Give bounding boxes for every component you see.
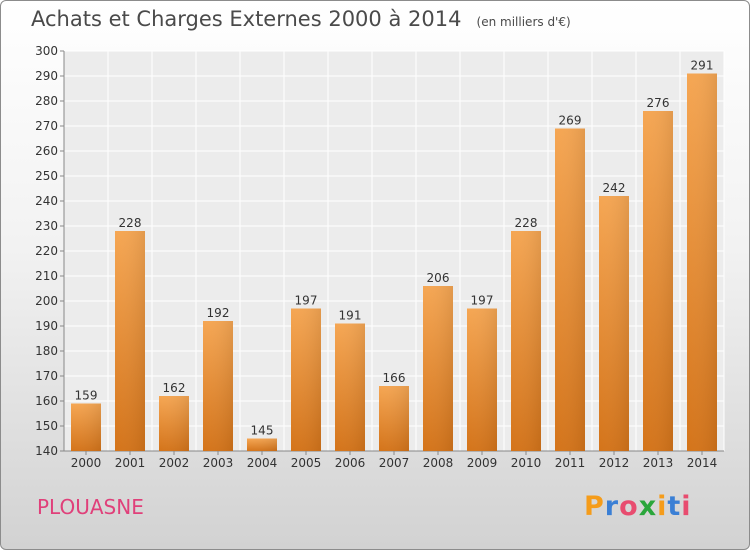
bar-value-label: 191 bbox=[339, 309, 362, 323]
x-tick-label: 2008 bbox=[423, 456, 454, 470]
y-tick-label: 240 bbox=[35, 194, 58, 208]
bar-shade bbox=[159, 396, 189, 451]
x-tick-label: 2002 bbox=[159, 456, 190, 470]
bar-shade bbox=[335, 323, 365, 451]
y-tick-label: 190 bbox=[35, 319, 58, 333]
y-tick-label: 140 bbox=[35, 444, 58, 458]
y-tick-label: 230 bbox=[35, 219, 58, 233]
logo-letter: t bbox=[667, 491, 682, 522]
x-tick-label: 2010 bbox=[511, 456, 542, 470]
bar-value-label: 166 bbox=[383, 371, 406, 385]
y-tick-label: 220 bbox=[35, 244, 58, 258]
y-tick-label: 280 bbox=[35, 94, 58, 108]
bars-layer bbox=[71, 73, 717, 451]
labels-layer: 140 150 160 170 180 190 200 210 220 230 240 250 260 2… bbox=[35, 44, 717, 470]
logo-letter: o bbox=[619, 491, 639, 522]
bar-value-label: 206 bbox=[427, 271, 450, 285]
bar-shade bbox=[687, 73, 717, 451]
bar-value-label: 145 bbox=[251, 424, 274, 438]
y-tick-label: 180 bbox=[35, 344, 58, 358]
y-tick-label: 150 bbox=[35, 419, 58, 433]
y-tick-label: 270 bbox=[35, 119, 58, 133]
y-tick-label: 250 bbox=[35, 169, 58, 183]
bar-value-label: 276 bbox=[647, 96, 670, 110]
bar-value-label: 162 bbox=[163, 381, 186, 395]
y-tick-label: 170 bbox=[35, 369, 58, 383]
bar-value-label: 159 bbox=[75, 389, 98, 403]
chart-title: Achats et Charges Externes 2000 à 2014 bbox=[31, 7, 462, 31]
bar-value-label: 197 bbox=[471, 294, 494, 308]
bar-value-label: 291 bbox=[691, 59, 714, 73]
commune-name: PLOUASNE bbox=[37, 495, 144, 519]
y-tick-label: 260 bbox=[35, 144, 58, 158]
y-tick-label: 210 bbox=[35, 269, 58, 283]
bar-shade bbox=[423, 286, 453, 451]
bar-shade bbox=[467, 308, 497, 451]
x-tick-label: 2005 bbox=[291, 456, 322, 470]
title-row: Achats et Charges Externes 2000 à 2014 (… bbox=[31, 7, 571, 31]
bar-shade bbox=[291, 308, 321, 451]
bar-value-label: 242 bbox=[603, 181, 626, 195]
x-tick-label: 2013 bbox=[643, 456, 674, 470]
x-tick-label: 2012 bbox=[599, 456, 630, 470]
x-tick-label: 2004 bbox=[247, 456, 278, 470]
x-tick-label: 2009 bbox=[467, 456, 498, 470]
bar-shade bbox=[555, 128, 585, 451]
y-tick-label: 300 bbox=[35, 44, 58, 58]
x-tick-label: 2001 bbox=[115, 456, 146, 470]
bar-shade bbox=[203, 321, 233, 451]
bar-value-label: 228 bbox=[515, 216, 538, 230]
x-tick-label: 2014 bbox=[687, 456, 718, 470]
bar-shade bbox=[115, 231, 145, 451]
x-tick-label: 2011 bbox=[555, 456, 586, 470]
bar-shade bbox=[379, 386, 409, 451]
logo-letter: r bbox=[604, 491, 620, 522]
x-tick-label: 2000 bbox=[71, 456, 102, 470]
bar-value-label: 192 bbox=[207, 306, 230, 320]
bar-value-label: 228 bbox=[119, 216, 142, 230]
y-tick-label: 160 bbox=[35, 394, 58, 408]
bar-shade bbox=[599, 196, 629, 451]
y-tick-label: 290 bbox=[35, 69, 58, 83]
x-tick-label: 2003 bbox=[203, 456, 234, 470]
logo-letter: x bbox=[638, 491, 658, 522]
x-tick-label: 2006 bbox=[335, 456, 366, 470]
logo-letter: i bbox=[681, 491, 692, 522]
chart-units: (en milliers d'€) bbox=[476, 15, 571, 29]
bar-shade bbox=[511, 231, 541, 451]
logo-letter: P bbox=[584, 491, 605, 522]
bar-value-label: 197 bbox=[295, 294, 318, 308]
logo-letter: i bbox=[657, 491, 668, 522]
bar-shade bbox=[71, 403, 101, 451]
bar-shade bbox=[247, 438, 277, 451]
proxiti-logo: Proxiti bbox=[584, 491, 692, 522]
y-tick-label: 200 bbox=[35, 294, 58, 308]
x-tick-label: 2007 bbox=[379, 456, 410, 470]
bar-value-label: 269 bbox=[559, 114, 582, 128]
bar-shade bbox=[643, 111, 673, 451]
